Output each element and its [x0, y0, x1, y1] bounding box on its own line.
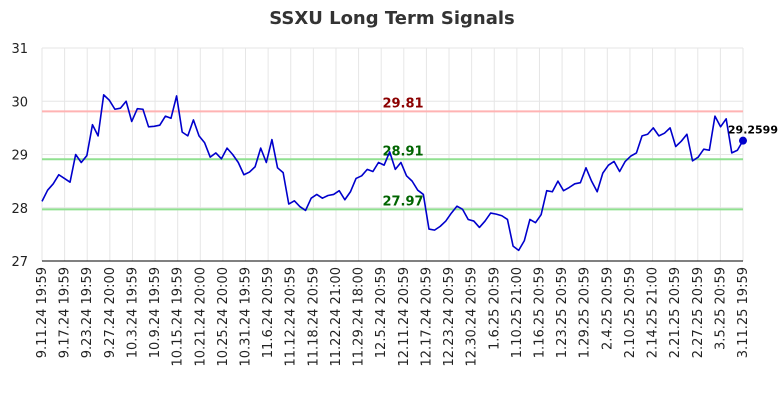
- x-tick-label: 11.22.24 21:00: [329, 267, 344, 367]
- x-tick-label: 10.25.24 20:00: [216, 267, 231, 367]
- x-tick-label: 1.10.25 21:00: [510, 267, 525, 358]
- x-tick-label: 3.5.25 20:59: [713, 267, 728, 350]
- y-tick-label: 31: [11, 42, 28, 57]
- x-tick-label: 9.23.24 19:59: [80, 267, 95, 358]
- y-tick-label: 29: [11, 149, 28, 164]
- x-tick-label: 12.11.24 20:59: [397, 267, 412, 367]
- x-tick-label: 2.27.25 20:59: [691, 267, 706, 358]
- reference-line-label: 28.91: [382, 144, 423, 159]
- x-tick-label: 2.4.25 20:59: [600, 267, 615, 350]
- x-tick-label: 11.29.24 18:00: [352, 267, 367, 367]
- x-tick-label: 12.17.24 20:59: [419, 267, 434, 367]
- x-tick-label: 11.6.24 20:59: [261, 267, 276, 358]
- y-tick-label: 28: [11, 202, 28, 217]
- x-tick-label: 1.23.25 20:59: [555, 267, 570, 358]
- chart-title: SSXU Long Term Signals: [269, 8, 515, 29]
- x-tick-label: 2.14.25 21:00: [646, 267, 661, 358]
- x-tick-label: 1.16.25 20:59: [532, 267, 547, 358]
- x-tick-label: 11.18.24 20:59: [306, 267, 321, 367]
- x-tick-label: 11.12.24 20:59: [284, 267, 299, 367]
- x-tick-label: 12.5.24 20:59: [374, 267, 389, 358]
- x-tick-label: 10.9.24 19:59: [148, 267, 163, 358]
- x-tick-label: 3.11.25 19:59: [736, 267, 751, 358]
- x-tick-label: 1.29.25 20:59: [578, 267, 593, 358]
- y-tick-label: 27: [11, 255, 28, 270]
- x-tick-label: 10.21.24 20:00: [193, 267, 208, 367]
- x-tick-label: 9.17.24 19:59: [58, 267, 73, 358]
- reference-line-label: 29.81: [382, 96, 423, 111]
- x-tick-label: 12.30.24 20:59: [465, 267, 480, 367]
- x-tick-label: 10.31.24 19:59: [239, 267, 254, 367]
- x-tick-label: 10.15.24 19:59: [171, 267, 186, 367]
- y-tick-label: 30: [11, 95, 28, 110]
- x-tick-label: 10.3.24 19:59: [125, 267, 140, 358]
- x-tick-label: 2.10.25 20:59: [623, 267, 638, 358]
- x-tick-label: 9.11.24 19:59: [35, 267, 50, 358]
- x-tick-label: 12.23.24 20:59: [442, 267, 457, 367]
- last-point-marker: [739, 136, 747, 145]
- last-value-label: 29.2599: [728, 124, 778, 137]
- reference-line-label: 27.97: [382, 194, 423, 209]
- x-tick-label: 2.21.25 20:59: [668, 267, 683, 358]
- price-line: [41, 94, 744, 252]
- x-tick-label: 9.27.24 20:00: [103, 267, 118, 358]
- x-tick-label: 1.6.25 20:59: [487, 267, 502, 350]
